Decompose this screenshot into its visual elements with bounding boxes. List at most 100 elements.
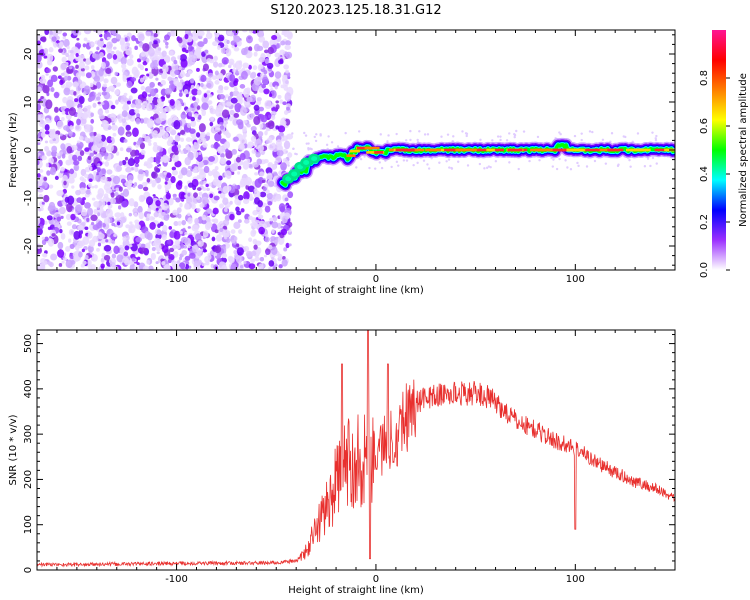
- noise-point: [149, 81, 155, 88]
- snr-ytick-label: 200: [23, 470, 34, 489]
- noise-point: [161, 202, 169, 211]
- noise-point: [151, 171, 158, 179]
- noise-point: [222, 185, 229, 194]
- noise-point: [61, 153, 66, 159]
- noise-point: [213, 252, 218, 256]
- noise-point: [225, 101, 232, 107]
- noise-point: [173, 78, 180, 87]
- noise-point: [168, 226, 173, 230]
- transition-core: [311, 156, 318, 162]
- speckle-point: [336, 145, 340, 148]
- noise-point: [99, 38, 104, 42]
- noise-point: [215, 234, 223, 242]
- noise-point: [269, 217, 274, 222]
- noise-point: [206, 58, 212, 63]
- speckle-point: [499, 135, 502, 138]
- noise-point: [163, 55, 171, 63]
- speckle-point: [564, 159, 567, 162]
- noise-point: [148, 240, 152, 244]
- noise-point: [192, 244, 199, 253]
- noise-point: [47, 261, 53, 266]
- noise-point: [89, 166, 93, 171]
- noise-point: [102, 100, 110, 111]
- noise-point: [136, 262, 140, 266]
- noise-point: [178, 191, 186, 200]
- noise-point: [40, 74, 46, 80]
- noise-point: [93, 30, 98, 33]
- speckle-point: [489, 166, 492, 169]
- noise-point: [57, 241, 64, 250]
- noise-point: [158, 151, 163, 157]
- noise-point: [76, 37, 80, 41]
- noise-point: [211, 236, 216, 242]
- noise-point: [147, 207, 152, 212]
- noise-point: [250, 126, 257, 132]
- snr-xlabel: Height of straight line (km): [288, 585, 424, 596]
- noise-point: [97, 212, 101, 217]
- noise-point: [196, 196, 201, 200]
- noise-point: [140, 52, 146, 57]
- noise-point: [145, 172, 149, 177]
- noise-point: [142, 133, 146, 139]
- noise-point: [56, 120, 64, 129]
- speckle-point: [418, 130, 421, 133]
- noise-point: [190, 84, 195, 90]
- noise-point: [116, 254, 124, 263]
- noise-point: [206, 80, 214, 89]
- noise-point: [205, 261, 210, 266]
- noise-point: [187, 226, 191, 229]
- noise-point: [48, 157, 54, 164]
- noise-point: [150, 252, 156, 260]
- noise-point: [133, 213, 138, 218]
- noise-point: [271, 256, 275, 260]
- noise-point: [45, 99, 53, 110]
- speckle-point: [513, 132, 516, 136]
- noise-point: [264, 236, 270, 243]
- noise-point: [218, 220, 225, 229]
- noise-point: [87, 259, 92, 266]
- noise-point: [200, 131, 206, 138]
- noise-point: [43, 48, 49, 54]
- ridge-hot: [486, 148, 504, 152]
- noise-point: [129, 244, 133, 248]
- ridge-hot: [552, 148, 564, 152]
- noise-point: [39, 78, 47, 84]
- noise-point: [200, 137, 207, 143]
- noise-point: [125, 224, 131, 229]
- noise-point: [284, 197, 289, 202]
- noise-point: [254, 178, 262, 188]
- noise-point: [104, 161, 110, 167]
- noise-point: [63, 87, 71, 96]
- noise-point: [181, 47, 187, 53]
- noise-point: [171, 166, 176, 171]
- noise-point: [218, 93, 225, 100]
- noise-point: [235, 206, 240, 212]
- noise-point: [224, 44, 229, 50]
- spectrogram-ytick-label: -20: [23, 238, 34, 254]
- noise-point: [91, 221, 95, 226]
- speckle-point: [485, 166, 489, 170]
- ridge-hot: [607, 148, 624, 152]
- noise-point: [151, 246, 156, 252]
- noise-point: [168, 50, 174, 56]
- noise-point: [120, 43, 128, 52]
- noise-point: [194, 217, 200, 224]
- noise-point: [44, 220, 48, 225]
- noise-point: [231, 45, 235, 49]
- noise-point: [86, 217, 90, 223]
- noise-point: [226, 160, 232, 166]
- spectrogram-xlabel: Height of straight line (km): [288, 285, 424, 296]
- noise-point: [98, 114, 105, 120]
- noise-point: [129, 221, 133, 225]
- noise-point: [165, 126, 173, 132]
- noise-point: [50, 253, 58, 261]
- noise-point: [174, 141, 179, 146]
- noise-point: [116, 165, 123, 172]
- noise-point: [171, 169, 179, 176]
- ridge-hot: [425, 148, 442, 152]
- noise-point: [234, 184, 238, 189]
- noise-point: [125, 124, 131, 131]
- noise-point: [123, 138, 128, 143]
- noise-point: [153, 99, 159, 105]
- noise-point: [230, 97, 238, 104]
